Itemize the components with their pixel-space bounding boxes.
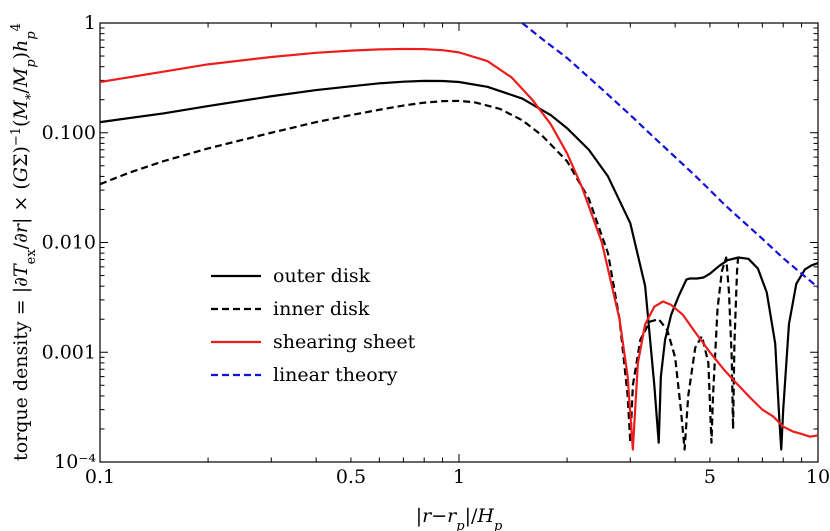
ticks [99, 23, 819, 463]
y-axis-title: torque density = |∂Tex/∂r| × (GΣ)−1(M*/M… [9, 23, 39, 461]
legend-label: outer disk [273, 265, 371, 287]
y-tick-label: 1 [84, 12, 96, 34]
y-tick-label: 0.010 [42, 232, 96, 254]
legend-label: shearing sheet [273, 331, 416, 353]
series-line-outer-disk [100, 79, 818, 451]
series-line-shearing-sheet [100, 47, 818, 451]
x-axis-title: |r−rp|/Hp [416, 505, 503, 531]
series-line-inner-disk [100, 99, 740, 451]
tick-labels: 0.1 0.5 1 5 10 10⁻⁴ 0.001 0.010 0.100 1 [42, 12, 830, 488]
plot-area [100, 23, 818, 451]
y-tick-label: 0.100 [42, 122, 96, 144]
x-tick-label: 0.5 [336, 466, 366, 488]
x-tick-label: 5 [704, 466, 716, 488]
legend-label: linear theory [273, 364, 398, 386]
series-line-linear-theory [521, 23, 818, 289]
x-tick-label: 1 [453, 466, 465, 488]
x-tick-label: 0.1 [85, 466, 115, 488]
legend-label: inner disk [273, 298, 370, 320]
y-tick-label: 0.001 [42, 341, 96, 363]
legend: outer disk inner disk shearing sheet linear… [211, 265, 416, 386]
x-tick-label: 10 [806, 466, 830, 488]
y-tick-label: 10⁻⁴ [54, 451, 96, 473]
